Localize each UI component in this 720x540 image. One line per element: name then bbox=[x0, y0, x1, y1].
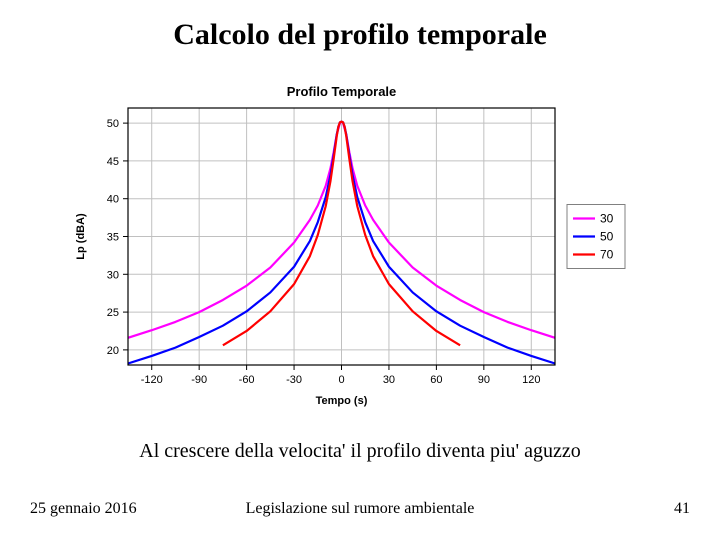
svg-text:20: 20 bbox=[107, 345, 119, 357]
chart-caption: Al crescere della velocita' il profilo d… bbox=[0, 440, 720, 463]
svg-text:60: 60 bbox=[430, 374, 442, 386]
page-title: Calcolo del profilo temporale bbox=[0, 18, 720, 52]
svg-text:-90: -90 bbox=[191, 374, 207, 386]
svg-text:30: 30 bbox=[383, 374, 395, 386]
svg-text:Lp (dBA): Lp (dBA) bbox=[75, 213, 87, 260]
svg-text:Tempo (s): Tempo (s) bbox=[316, 395, 368, 407]
svg-text:90: 90 bbox=[478, 374, 490, 386]
slide: Calcolo del profilo temporale -120 -90 -60… bbox=[0, 0, 720, 540]
svg-text:Profilo Temporale: Profilo Temporale bbox=[287, 84, 397, 99]
profilo-temporale-chart: -120 -90 -60 -30 0 30 60 90 120 20 25 30 35 40 45 50 Tem… bbox=[70, 80, 650, 410]
footer-center: Legislazione sul rumore ambientale bbox=[0, 500, 720, 518]
svg-text:0: 0 bbox=[338, 374, 344, 386]
svg-text:50: 50 bbox=[107, 118, 119, 130]
svg-text:-120: -120 bbox=[141, 374, 163, 386]
svg-text:25: 25 bbox=[107, 307, 119, 319]
svg-text:30: 30 bbox=[107, 269, 119, 281]
chart-container: -120 -90 -60 -30 0 30 60 90 120 20 25 30 35 40 45 50 Tem… bbox=[70, 80, 650, 410]
svg-text:-60: -60 bbox=[239, 374, 255, 386]
svg-text:40: 40 bbox=[107, 194, 119, 206]
svg-text:-30: -30 bbox=[286, 374, 302, 386]
footer-page: 41 bbox=[674, 500, 690, 518]
svg-text:50: 50 bbox=[600, 230, 614, 244]
svg-text:45: 45 bbox=[107, 156, 119, 168]
svg-text:35: 35 bbox=[107, 232, 119, 244]
svg-text:70: 70 bbox=[600, 248, 614, 262]
svg-text:30: 30 bbox=[600, 212, 614, 226]
svg-text:120: 120 bbox=[522, 374, 540, 386]
